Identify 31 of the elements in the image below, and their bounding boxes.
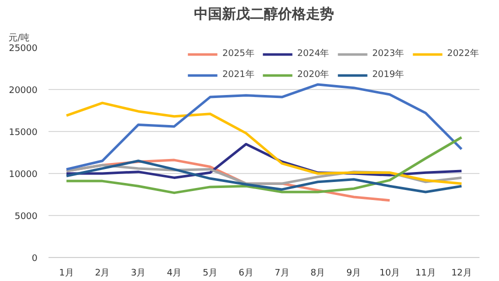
x-tick-label: 9月 [346,268,362,278]
y-tick-label: 5000 [14,212,38,222]
legend-label: 2021年 [222,68,254,81]
y-axis-title: 元/吨 [8,32,30,44]
legend-label: 2024年 [297,48,330,60]
x-tick-label: 8月 [310,268,326,278]
x-tick-label: 10月 [379,268,400,278]
x-tick-label: 1月 [59,268,74,278]
line-series [65,102,463,185]
x-tick-label: 6月 [238,268,254,278]
y-tick-label: 15000 [8,128,38,138]
y-tick-label: 20000 [8,86,38,96]
x-tick-label: 11月 [415,268,436,278]
y-tick-label: 10000 [8,170,38,180]
y-tick-label: 25000 [8,44,38,54]
line-series [65,136,463,194]
line-series [65,160,463,194]
x-tick-label: 12月 [451,268,472,278]
legend-label: 2020年 [297,68,330,81]
x-tick-label: 7月 [274,268,290,278]
legend-label: 2025年 [222,48,254,60]
line-series [65,83,463,171]
legend-label: 2023年 [372,48,404,60]
x-tick-label: 3月 [130,268,146,278]
chart-title: 中国新戊二醇价格走势 [194,6,334,22]
legend-label: 2019年 [372,68,404,81]
x-tick-label: 2月 [95,268,110,278]
x-tick-label: 4月 [166,268,182,278]
x-tick-label: 5月 [202,268,218,278]
legend-label: 2022年 [447,48,479,60]
y-tick-label: 0 [32,254,38,264]
